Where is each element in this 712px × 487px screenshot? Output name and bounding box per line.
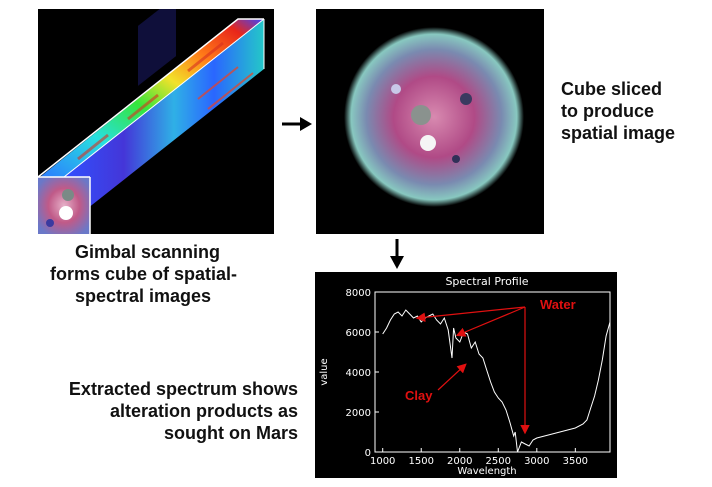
y-tick-label: 4000	[346, 368, 371, 379]
spatial-image	[316, 9, 544, 234]
caption-line: alteration products as	[109, 401, 298, 421]
water-arrow	[455, 306, 526, 337]
y-tick-label: 6000	[346, 328, 371, 339]
spectral-profile-plot: Spectral Profile 0 2000 4000 6000 8000 1000 1…	[319, 275, 611, 477]
water-arrow	[415, 306, 526, 323]
caption-line: spatial image	[561, 123, 676, 143]
down-arrow-icon	[390, 239, 404, 269]
y-tick-label: 2000	[346, 408, 371, 419]
clay-arrow	[437, 363, 467, 391]
y-axis-label: value	[319, 358, 330, 385]
water-label: Water	[540, 297, 576, 312]
x-tick-label: 2500	[486, 456, 511, 467]
gimbal-caption: Gimbal scanning forms cube of spatial- s…	[50, 241, 237, 307]
spectrum-line	[382, 309, 611, 453]
caption-line: Cube sliced	[561, 79, 663, 99]
x-tick-label: 1000	[370, 456, 395, 467]
cube-sliced-caption: Cube sliced to produce spatial image	[561, 78, 675, 144]
x-tick-label: 1500	[409, 456, 434, 467]
extracted-caption: Extracted spectrum shows alteration prod…	[40, 378, 298, 444]
spectral-cube-image	[37, 0, 274, 234]
x-axis-label: Wavelength	[457, 466, 516, 477]
right-arrow-icon	[282, 117, 312, 131]
cube-illustration	[37, 0, 265, 234]
clay-label: Clay	[405, 388, 433, 403]
x-tick-label: 3500	[563, 456, 588, 467]
caption-line: to produce	[561, 101, 654, 121]
y-tick-label: 8000	[346, 288, 371, 299]
x-tick-label: 3000	[524, 456, 549, 467]
caption-line: spectral images	[75, 286, 212, 306]
caption-line: Gimbal scanning	[75, 242, 221, 262]
caption-line: forms cube of spatial-	[50, 264, 238, 284]
chart-title: Spectral Profile	[445, 275, 528, 288]
y-tick-label: 0	[365, 448, 371, 459]
annotations: Water Clay	[405, 297, 576, 435]
spectral-profile-chart: Spectral Profile 0 2000 4000 6000 8000 1000 1…	[315, 272, 617, 478]
caption-line: sought on Mars	[164, 423, 298, 443]
caption-line: Extracted spectrum shows	[68, 379, 298, 399]
spatial-slice-illustration	[344, 27, 524, 207]
x-tick-label: 2000	[447, 456, 472, 467]
